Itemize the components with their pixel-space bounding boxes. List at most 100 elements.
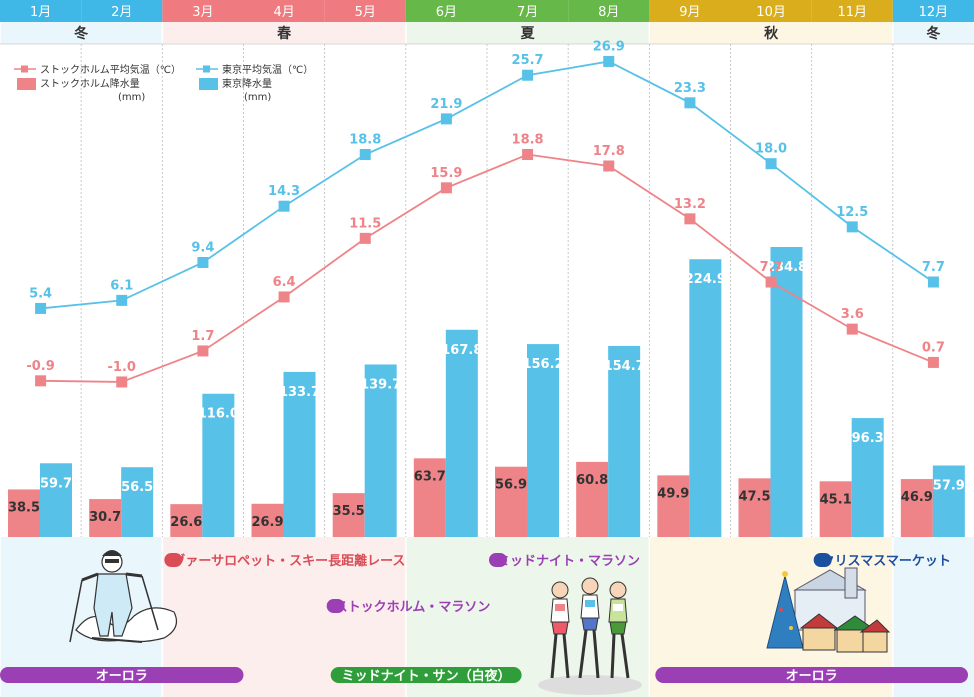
tokyo-precip-label: 234.8 xyxy=(766,260,807,275)
tokyo-precip-bar xyxy=(364,364,397,537)
tokyo-temp-label: 25.7 xyxy=(512,53,544,68)
season-header-bg xyxy=(162,22,406,44)
stockholm-precip-label: 26.9 xyxy=(251,515,283,530)
stockholm-precip-bar xyxy=(495,466,527,537)
month-label: 2月 xyxy=(111,5,132,20)
event-label: オーロラ xyxy=(786,669,838,684)
tokyo-precip-bar xyxy=(851,418,884,537)
tokyo-precip-bar xyxy=(283,371,316,537)
stockholm-precip-label: 46.9 xyxy=(901,490,933,505)
stockholm-precip-label: 60.8 xyxy=(576,473,608,488)
marathon-runners-illustration xyxy=(538,577,642,695)
season-header-bg xyxy=(892,22,974,44)
stockholm-precip-bar xyxy=(819,481,852,537)
month-header-cell xyxy=(568,0,650,22)
season-header-bg xyxy=(649,22,893,44)
stockholm-temp-point xyxy=(522,148,534,160)
tokyo-precip-bar xyxy=(40,463,72,537)
tokyo-temp-point xyxy=(603,55,615,67)
stockholm-temp-label: -0.9 xyxy=(26,359,54,374)
month-header-cell xyxy=(811,0,893,22)
skier-illustration xyxy=(69,550,177,643)
tokyo-precip-bar xyxy=(121,467,154,537)
precipitation-bars xyxy=(8,247,965,537)
tokyo-precip-bar xyxy=(445,329,478,537)
tokyo-temp-label: 23.3 xyxy=(674,81,706,96)
event-marker xyxy=(326,599,345,613)
tokyo-temp-point xyxy=(440,113,452,125)
tokyo-temp-point xyxy=(684,97,696,109)
stockholm-precip-bar xyxy=(576,461,609,537)
tokyo-temp-point xyxy=(197,256,209,268)
stockholm-temp-point xyxy=(359,232,371,244)
month-header-cell xyxy=(162,0,244,22)
month-header-cell xyxy=(243,0,325,22)
season-label: 春 xyxy=(276,25,292,42)
stockholm-precip-bar xyxy=(738,478,771,537)
stockholm-temp-label: 7.7 xyxy=(760,260,783,275)
stockholm-temp-label: 18.8 xyxy=(512,132,544,147)
stockholm-precip-bar xyxy=(900,479,933,537)
season-label: 秋 xyxy=(764,25,779,42)
stockholm-temp-point xyxy=(603,160,615,172)
tokyo-temp-point xyxy=(116,294,128,306)
month-label: 8月 xyxy=(598,5,619,20)
tokyo-precip-bar xyxy=(932,465,965,537)
legend-tokyo-temp: 東京平均気温（℃） xyxy=(222,63,313,76)
event-bar xyxy=(0,667,244,683)
stockholm-precip-label: 56.9 xyxy=(495,478,527,493)
tokyo-precip-bar xyxy=(202,393,235,537)
stockholm-temp-label: -1.0 xyxy=(108,360,136,375)
stockholm-temp-label: 15.9 xyxy=(430,166,462,181)
stockholm-temp-label: 3.6 xyxy=(841,307,864,322)
event-label: ミッドナイト・マラソン xyxy=(497,554,640,569)
tokyo-temp-point xyxy=(35,302,47,314)
month-label: 12月 xyxy=(919,5,949,20)
month-label: 10月 xyxy=(756,5,786,20)
month-label: 9月 xyxy=(679,5,700,20)
stockholm-precip-bar xyxy=(332,493,365,537)
stockholm-temp-point xyxy=(927,356,939,368)
stockholm-precip-label: 63.7 xyxy=(414,469,446,484)
season-header-bg xyxy=(405,22,650,44)
stockholm-temp-point xyxy=(684,213,696,225)
value-labels: 38.559.7 30.756.5 26.6 116.0 26.9 133.7 35.5 13… xyxy=(8,39,965,530)
month-label: 3月 xyxy=(192,5,213,20)
tokyo-precip-bar xyxy=(608,345,641,537)
season-header-bg xyxy=(0,22,163,44)
month-header-cell xyxy=(487,0,569,22)
tokyo-temp-point xyxy=(522,69,534,81)
season-label: 夏 xyxy=(521,25,536,42)
legend-stockholm-precip: ストックホルム降水量 xyxy=(40,77,140,90)
stockholm-temp-point xyxy=(197,345,209,357)
tokyo-temp-label: 5.4 xyxy=(29,286,52,301)
stockholm-precip-bar xyxy=(8,489,40,537)
tokyo-precip-label: 139.7 xyxy=(360,377,401,392)
tokyo-precip-bar xyxy=(527,344,559,537)
tokyo-precip-label: 116.0 xyxy=(198,407,239,422)
event-bar xyxy=(330,667,522,683)
tokyo-temp-point xyxy=(927,276,939,288)
month-header-cell xyxy=(892,0,974,22)
stockholm-precip-label: 26.6 xyxy=(170,515,202,530)
tokyo-precip-label: 167.8 xyxy=(441,343,482,358)
stockholm-precip-label: 45.1 xyxy=(820,492,852,507)
tokyo-temp-point xyxy=(846,221,858,233)
stockholm-temp-point xyxy=(440,182,452,194)
event-label: ストックホルム・マラソン xyxy=(335,600,491,615)
stockholm-temp-label: 11.5 xyxy=(349,216,381,231)
stockholm-temp-label: 17.8 xyxy=(593,144,625,159)
tokyo-temp-label: 9.4 xyxy=(191,240,214,255)
tokyo-temp-point xyxy=(765,158,777,170)
month-label: 5月 xyxy=(355,5,376,20)
stockholm-precip-bar xyxy=(413,458,446,537)
month-header-cell xyxy=(81,0,163,22)
tokyo-temp-line xyxy=(40,60,934,310)
month-label: 1月 xyxy=(30,5,51,20)
tokyo-temp-label: 7.7 xyxy=(922,260,945,275)
tokyo-precip-label: 56.5 xyxy=(121,480,153,495)
tokyo-precip-label: 59.7 xyxy=(40,476,72,491)
stockholm-temp-point xyxy=(116,376,128,388)
